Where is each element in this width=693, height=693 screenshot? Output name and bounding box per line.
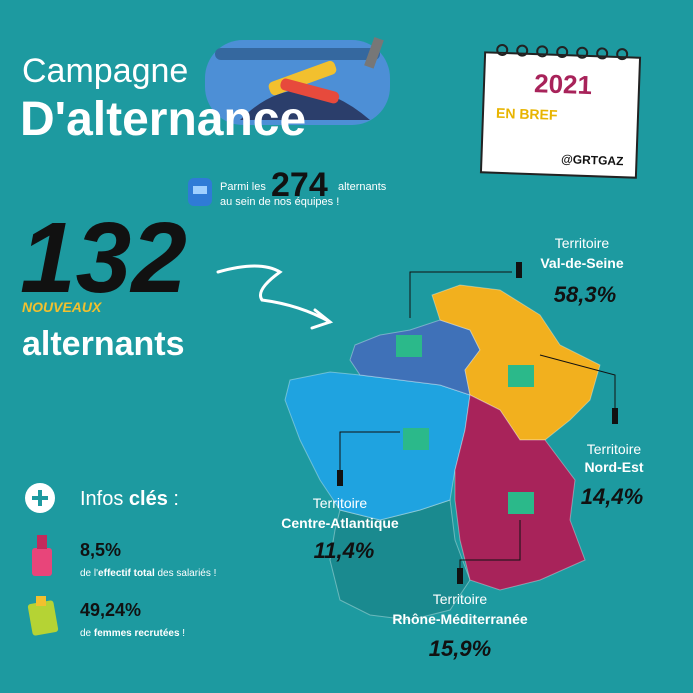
- territory-label: Territoire: [587, 441, 642, 457]
- info-text: des salariés !: [155, 568, 217, 579]
- territory-label: Territoire: [555, 235, 610, 251]
- arrow: [216, 264, 334, 330]
- info-text: de femmes recrutées !: [80, 628, 185, 639]
- total-number: 274: [271, 166, 328, 204]
- territory-name: Centre-Atlantique: [281, 515, 399, 531]
- new-label: alternants: [22, 325, 185, 363]
- pencil-case: [205, 37, 390, 125]
- info-text: de l'effectif total des salariés !: [80, 568, 216, 579]
- info-text-bold: effectif total: [98, 568, 155, 579]
- calendar-year: 2021: [534, 68, 593, 100]
- territory-name: Rhône-Méditerranée: [392, 611, 528, 627]
- info-text: de: [80, 628, 94, 639]
- territory-share: 14,4%: [581, 484, 643, 509]
- total-prefix: Parmi les: [220, 181, 266, 193]
- info-title: Infos clés :: [80, 488, 179, 510]
- backpack-icon: [188, 178, 212, 206]
- info-value: 49,24%: [80, 600, 141, 620]
- territory-share: 58,3%: [554, 282, 616, 307]
- lipstick-icon: [32, 535, 52, 576]
- total-suffix: alternants: [338, 181, 387, 193]
- info-title-bold: clés: [129, 488, 168, 510]
- france-map: [284, 284, 601, 621]
- leader-lines: [337, 262, 618, 584]
- territory-name: Nord-Est: [584, 459, 643, 475]
- info-title-end: :: [173, 488, 179, 510]
- territory-share: 11,4%: [314, 538, 375, 563]
- calendar: 2021 EN BREF @GRTGAZ: [479, 43, 642, 179]
- new-number: 132: [20, 202, 187, 314]
- territory-label: Territoire: [433, 591, 488, 607]
- info-value: 8,5%: [80, 540, 121, 560]
- factory-icons: [396, 335, 534, 514]
- territory-name: Val-de-Seine: [540, 255, 623, 271]
- title: Campagne: [22, 52, 188, 90]
- territory-label: Territoire: [313, 495, 368, 511]
- info-title: Infos: [80, 488, 123, 510]
- new-tag: NOUVEAUX: [22, 299, 103, 315]
- calendar-subtitle: EN BREF: [496, 105, 558, 123]
- title: D'alternance: [20, 93, 306, 146]
- info-text: de l': [80, 568, 98, 579]
- handle: @GRTGAZ: [561, 152, 624, 168]
- info-text: !: [180, 628, 186, 639]
- plus-icon: [25, 483, 55, 513]
- total-line2: au sein de nos équipes !: [220, 196, 339, 208]
- book-icon: [27, 596, 59, 636]
- territory-share: 15,9%: [429, 636, 491, 661]
- info-text-bold: femmes recrutées: [94, 628, 180, 639]
